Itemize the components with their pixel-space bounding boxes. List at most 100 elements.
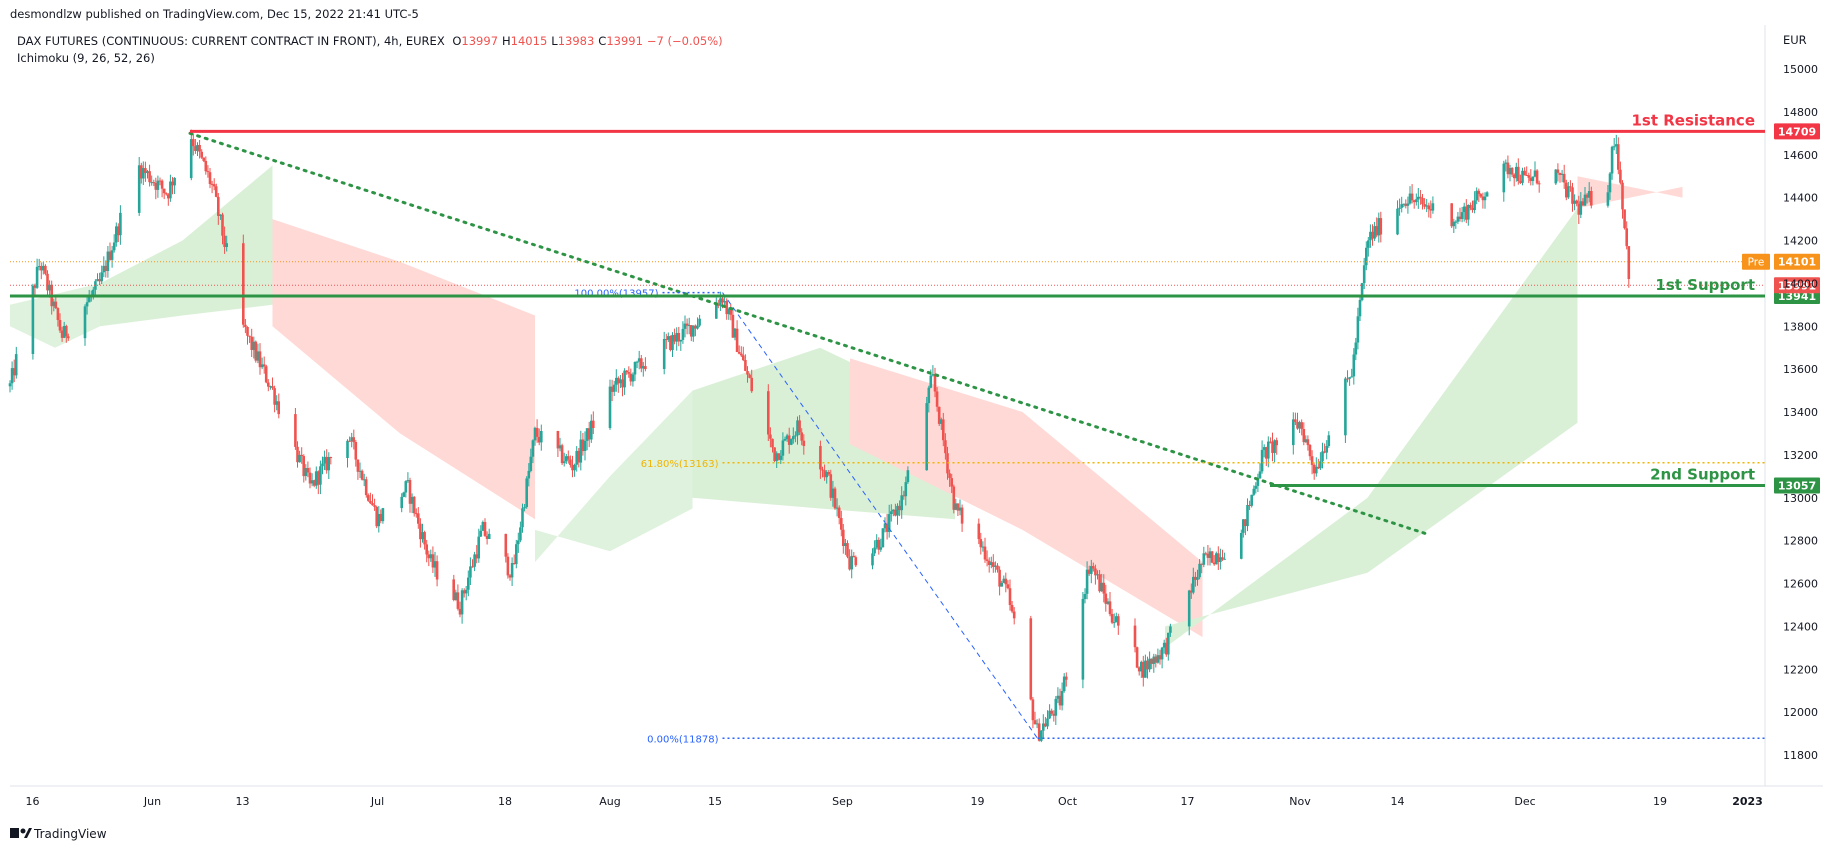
candle xyxy=(262,356,266,374)
candle-body xyxy=(327,457,330,471)
candle-body xyxy=(925,403,928,471)
time-tick-label: 19 xyxy=(1653,795,1667,808)
candle-body xyxy=(517,540,520,545)
candle-body xyxy=(1273,440,1276,453)
candle xyxy=(1006,580,1010,590)
candle xyxy=(1473,191,1476,214)
pre-market-chip xyxy=(1742,253,1770,270)
candle-body xyxy=(1294,419,1297,422)
candle xyxy=(117,223,120,242)
candle-body xyxy=(352,437,355,443)
candle xyxy=(1508,164,1512,182)
candle-body xyxy=(1219,557,1222,562)
price-tick-label: 15000 xyxy=(1783,63,1818,76)
candle-body xyxy=(435,561,439,580)
candle-body xyxy=(1471,208,1474,210)
candle-body xyxy=(625,370,628,373)
candle-body xyxy=(715,304,718,319)
candle xyxy=(1471,200,1474,213)
candle xyxy=(1273,439,1276,463)
candle xyxy=(364,476,368,498)
candle xyxy=(433,551,437,577)
candle-body xyxy=(1581,201,1585,206)
candle xyxy=(44,264,47,276)
candle xyxy=(404,480,408,498)
candle-body xyxy=(790,439,793,445)
candle-body xyxy=(1244,519,1247,526)
candle xyxy=(796,416,799,445)
candle-body xyxy=(1196,577,1199,580)
candle xyxy=(37,258,41,271)
candle xyxy=(506,553,510,579)
candle-body xyxy=(460,590,464,615)
candle-body xyxy=(1506,162,1510,175)
candle-body xyxy=(306,468,310,473)
candle xyxy=(748,373,751,379)
pre-market-price-value: 14101 xyxy=(1778,256,1816,269)
candle xyxy=(610,379,614,402)
candle-body xyxy=(1348,377,1351,379)
candle xyxy=(737,345,741,355)
candle xyxy=(952,484,956,514)
level-label: 1st Support xyxy=(1655,276,1755,294)
candle xyxy=(1583,187,1587,207)
candle xyxy=(733,328,737,341)
candle-body xyxy=(981,546,985,548)
candle xyxy=(581,433,585,456)
candle-body xyxy=(1156,655,1160,663)
candle xyxy=(481,520,485,531)
candle-body xyxy=(1265,447,1268,459)
candle xyxy=(1525,166,1528,176)
candle xyxy=(1475,187,1478,205)
candle-body xyxy=(1327,435,1331,446)
candle-body xyxy=(733,328,737,338)
candle-body xyxy=(14,354,18,376)
candle xyxy=(890,504,893,522)
candle xyxy=(1323,443,1326,454)
candle-body xyxy=(737,352,741,354)
candle-body xyxy=(642,366,645,369)
candle xyxy=(1135,646,1139,669)
candle-body xyxy=(1369,231,1372,241)
candle xyxy=(1321,442,1324,469)
candle xyxy=(1575,199,1578,207)
candle-body xyxy=(748,374,751,378)
candle-body xyxy=(1415,199,1418,203)
candle xyxy=(317,470,320,495)
candle-body xyxy=(608,386,612,428)
candle-body xyxy=(615,377,618,385)
candle xyxy=(269,385,272,390)
candle xyxy=(206,165,210,178)
candle-body xyxy=(800,432,803,441)
candle-body xyxy=(998,569,1001,587)
candle-body xyxy=(1512,174,1516,179)
candle-body xyxy=(92,289,95,295)
candle xyxy=(162,188,166,200)
candle xyxy=(454,589,458,601)
candle-body xyxy=(683,323,687,329)
candle xyxy=(1158,649,1162,665)
candle-body xyxy=(510,563,514,578)
candle-body xyxy=(310,480,314,484)
candle-body xyxy=(1300,422,1303,429)
candle xyxy=(419,518,422,548)
candle xyxy=(1621,180,1624,219)
candle-body xyxy=(1146,660,1149,670)
candle-body xyxy=(985,559,989,561)
candle-body xyxy=(294,414,297,447)
candle-body xyxy=(781,440,785,456)
candle-body xyxy=(1396,208,1399,235)
candle-body xyxy=(821,469,824,471)
candle xyxy=(246,326,249,345)
candle-body xyxy=(1208,551,1212,558)
candle xyxy=(435,555,439,587)
candle-body xyxy=(690,325,693,337)
candle-body xyxy=(1569,186,1572,188)
candle xyxy=(1623,209,1626,230)
candle xyxy=(565,454,568,465)
candle-body xyxy=(983,546,987,560)
candle xyxy=(377,506,380,533)
candle-body xyxy=(1035,723,1039,725)
